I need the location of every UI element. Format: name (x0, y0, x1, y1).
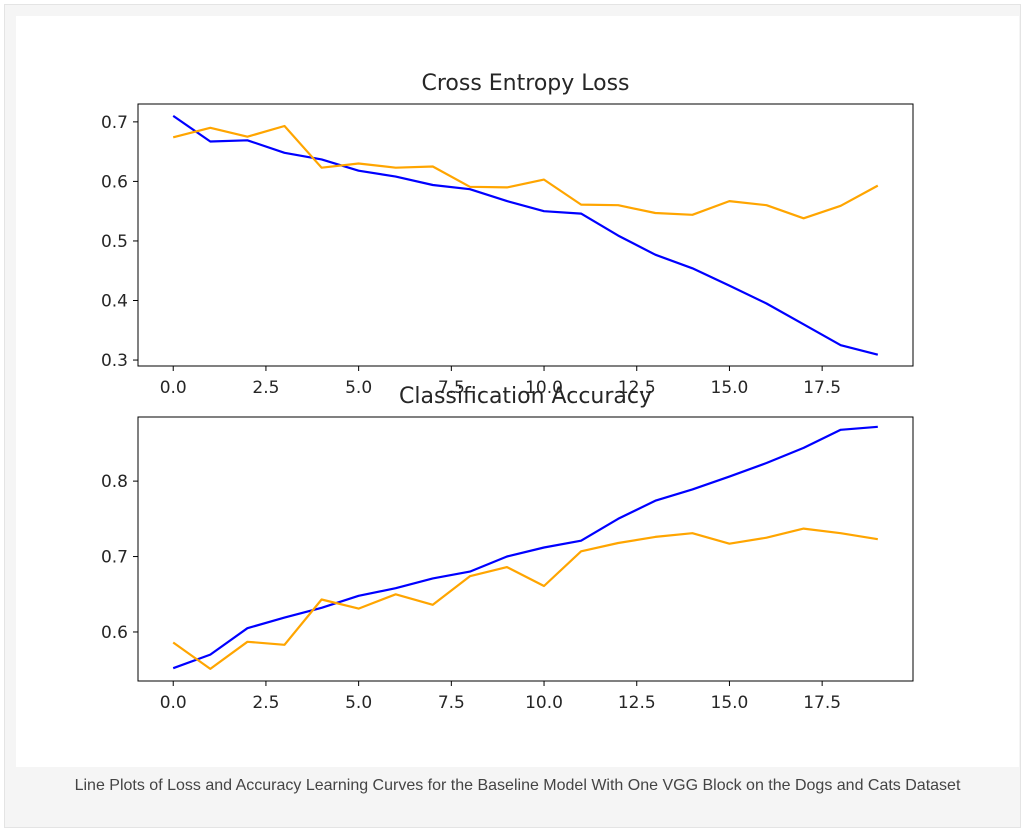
series-line-2 (172, 527, 878, 671)
y-tick-label: 0.7 (101, 113, 128, 133)
y-tick-label: 0.4 (101, 292, 128, 312)
chart-title: Cross Entropy Loss (421, 71, 629, 96)
y-tick-label: 0.5 (101, 232, 128, 252)
series-line-1 (172, 425, 878, 670)
x-tick-label: 2.5 (252, 693, 279, 713)
y-tick-label: 0.8 (101, 472, 128, 492)
x-tick-label: 17.5 (803, 378, 841, 398)
figure-charts: 0.0 2.5 5.0 7.5 10.0 12.5 15.0 17.5 0.3 0.4 0.5 0.6… (101, 71, 914, 713)
chart-title: Classification Accuracy (399, 384, 652, 409)
x-tick-label: 7.5 (438, 378, 465, 398)
x-tick-label: 17.5 (803, 693, 841, 713)
x-tick-label: 10.0 (525, 693, 563, 713)
figure-caption: Line Plots of Loss and Accuracy Learning… (74, 777, 961, 794)
y-tick-label: 0.6 (101, 623, 128, 643)
axes-frame (137, 103, 914, 367)
x-tick-label: 5.0 (345, 693, 372, 713)
chart-panel-1: 0.0 2.5 5.0 7.5 10.0 12.5 15.0 17.5 0.3 0.4 0.5 0.6… (101, 71, 914, 398)
x-tick-label: 7.5 (438, 693, 465, 713)
y-tick-label: 0.7 (101, 548, 128, 568)
x-tick-label: 12.5 (618, 378, 656, 398)
x-tick-label: 0.0 (160, 378, 187, 398)
x-tick-label: 15.0 (711, 693, 749, 713)
plot-area: 0.0 2.5 5.0 7.5 10.0 12.5 15.0 17.5 0.3 0.4 0.5 0.6… (16, 16, 1019, 767)
x-tick-label: 0.0 (160, 693, 187, 713)
figure-frame: 0.0 2.5 5.0 7.5 10.0 12.5 15.0 17.5 0.3 0.4 0.5 0.6… (4, 4, 1021, 828)
series-line-1 (172, 114, 879, 356)
x-tick-label: 2.5 (252, 378, 279, 398)
x-tick-label: 10.0 (525, 378, 563, 398)
y-tick-label: 0.3 (101, 351, 128, 371)
axes-frame (137, 416, 914, 682)
series-line-2 (172, 124, 879, 220)
x-tick-label: 12.5 (618, 693, 656, 713)
x-tick-label: 15.0 (711, 378, 749, 398)
y-tick-label: 0.6 (101, 172, 128, 192)
chart-panel-2: 0.0 2.5 5.0 7.5 10.0 12.5 15.0 17.5 0.6 0.7 0.8 Cla… (101, 384, 914, 713)
x-tick-label: 5.0 (345, 378, 372, 398)
